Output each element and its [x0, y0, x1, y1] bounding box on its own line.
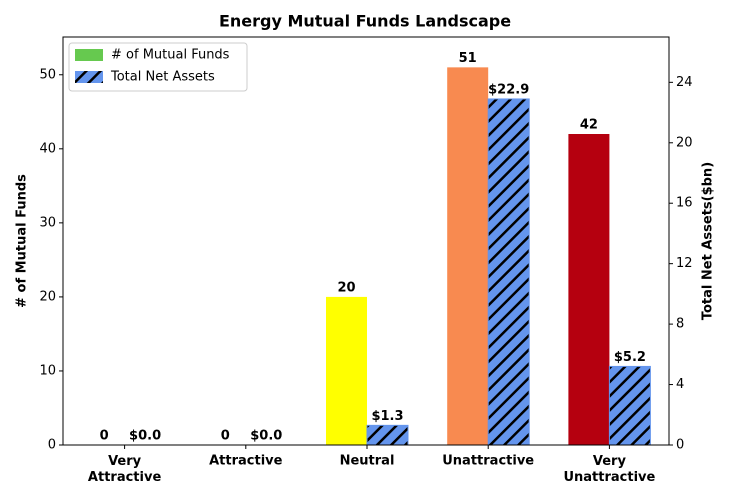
legend-box: [68, 42, 248, 92]
bar: [487, 98, 530, 446]
y-tick-label: 30: [39, 215, 56, 230]
x-tick-label: Unattractive: [442, 454, 534, 469]
y2-tick-label: 20: [676, 135, 693, 150]
value-label: 0: [100, 429, 109, 444]
value-label: $0.0: [129, 429, 161, 444]
value-label: $22.9: [488, 82, 529, 97]
y2-tick-label: 24: [676, 75, 693, 90]
legend-label: Total Net Assets: [110, 70, 215, 85]
legend-swatch: [75, 71, 103, 83]
y-axis-label: # of Mutual Funds: [15, 174, 30, 308]
legend-label: # of Mutual Funds: [111, 48, 230, 63]
bar: [326, 296, 367, 445]
bar: [447, 67, 489, 445]
bar: [608, 365, 651, 446]
x-tick-label: Neutral: [340, 454, 395, 469]
plot-frame: [62, 36, 670, 446]
bar: [366, 424, 409, 446]
value-label: 0: [221, 429, 230, 444]
value-label: $1.3: [371, 409, 403, 424]
x-tick-label: Very Unattractive: [563, 454, 655, 485]
y2-tick-label: 12: [676, 256, 693, 271]
value-label: 51: [459, 51, 477, 66]
value-label: $5.2: [614, 350, 646, 365]
legend-swatch: [75, 49, 103, 61]
value-label: $0.0: [250, 429, 282, 444]
y-tick-label: 10: [39, 363, 56, 378]
chart-title: Energy Mutual Funds Landscape: [219, 12, 511, 31]
value-label: 42: [580, 118, 598, 133]
y2-tick-label: 4: [676, 377, 684, 392]
y2-tick-label: 0: [676, 438, 684, 453]
value-label: 20: [337, 280, 355, 295]
x-tick-label: Very Attractive: [88, 454, 162, 485]
x-tick-label: Attractive: [209, 454, 283, 469]
y-tick-label: 20: [39, 289, 56, 304]
y2-tick-label: 16: [676, 196, 693, 211]
y2-axis-label: Total Net Assets($bn): [701, 162, 716, 320]
y2-tick-label: 8: [676, 317, 684, 332]
y-tick-label: 40: [39, 141, 56, 156]
y-tick-label: 50: [39, 67, 56, 82]
bar: [568, 134, 610, 445]
y-tick-label: 0: [48, 438, 56, 453]
